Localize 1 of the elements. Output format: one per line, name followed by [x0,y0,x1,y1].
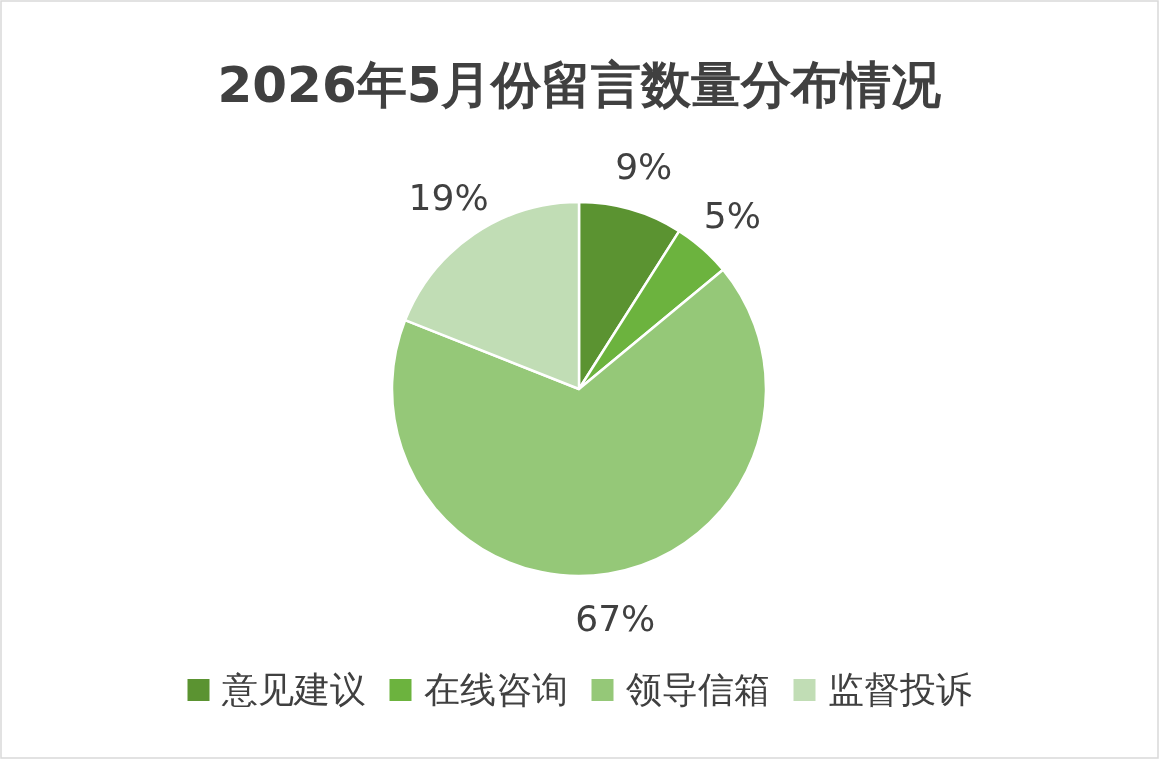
title: 2026年5月份留言数量分布情况 [217,56,942,114]
